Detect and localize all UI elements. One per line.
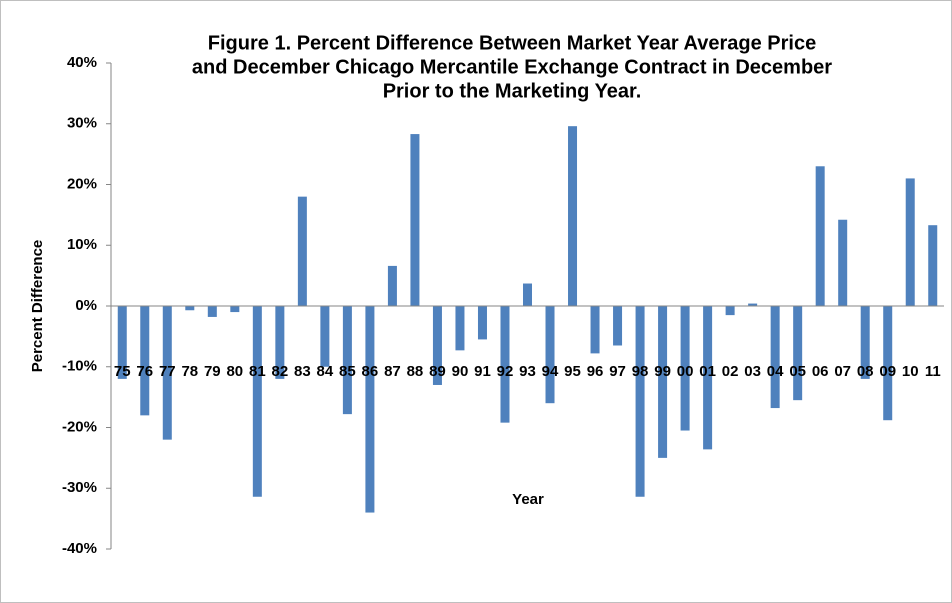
x-tick-label: 85 xyxy=(339,363,356,380)
y-tick-label: -10% xyxy=(62,358,97,375)
x-tick-label: 91 xyxy=(474,363,491,380)
bar xyxy=(635,306,645,497)
x-tick-label: 79 xyxy=(204,363,221,380)
bar xyxy=(725,306,735,316)
y-tick-label: 30% xyxy=(67,115,97,132)
x-tick-label: 05 xyxy=(789,363,806,380)
bar xyxy=(545,306,555,404)
x-tick-label: 96 xyxy=(587,363,604,380)
bar xyxy=(365,306,375,513)
y-tick-label: 20% xyxy=(67,175,97,192)
x-tick-label: 01 xyxy=(699,363,716,380)
bar xyxy=(658,306,668,458)
bar xyxy=(117,306,127,379)
bar xyxy=(838,219,848,306)
x-tick-label: 78 xyxy=(181,363,198,380)
x-tick-label: 80 xyxy=(226,363,243,380)
bar xyxy=(883,306,893,421)
x-tick-label: 81 xyxy=(249,363,266,380)
bar xyxy=(703,306,713,450)
bar xyxy=(928,225,938,306)
chart-title: Figure 1. Percent Difference Between Mar… xyxy=(208,32,816,54)
x-tick-label: 09 xyxy=(879,363,896,380)
bar xyxy=(613,306,623,346)
x-tick-label: 97 xyxy=(609,363,626,380)
bar xyxy=(230,306,240,313)
x-tick-label: 94 xyxy=(542,363,559,380)
bar xyxy=(185,306,195,311)
x-tick-label: 04 xyxy=(767,363,784,380)
bar xyxy=(477,306,487,340)
x-tick-label: 76 xyxy=(136,363,153,380)
x-tick-label: 93 xyxy=(519,363,536,380)
x-tick-label: 92 xyxy=(497,363,514,380)
y-tick-label: -40% xyxy=(62,540,97,557)
bar xyxy=(275,306,285,379)
x-tick-label: 02 xyxy=(722,363,739,380)
x-tick-label: 88 xyxy=(407,363,424,380)
x-tick-label: 86 xyxy=(362,363,379,380)
bar xyxy=(432,306,442,385)
bar xyxy=(770,306,780,409)
x-tick-label: 89 xyxy=(429,363,446,380)
x-tick-label: 07 xyxy=(834,363,851,380)
x-axis-title: Year xyxy=(512,491,544,508)
bar xyxy=(455,306,465,351)
x-tick-label: 95 xyxy=(564,363,581,380)
y-tick-label: -30% xyxy=(62,479,97,496)
x-tick-label: 03 xyxy=(744,363,761,380)
bar xyxy=(680,306,690,431)
bar xyxy=(387,265,397,306)
bar xyxy=(815,166,825,306)
x-tick-label: 99 xyxy=(654,363,671,380)
bar xyxy=(500,306,510,423)
x-tick-label: 00 xyxy=(677,363,694,380)
bar xyxy=(252,306,262,497)
bar xyxy=(860,306,870,379)
x-tick-label: 98 xyxy=(632,363,649,380)
y-tick-label: 40% xyxy=(67,54,97,71)
x-tick-label: 90 xyxy=(452,363,469,380)
bar xyxy=(162,306,172,440)
x-tick-label: 08 xyxy=(857,363,874,380)
x-tick-label: 84 xyxy=(317,363,334,380)
bar xyxy=(568,126,578,307)
bar xyxy=(342,306,352,415)
bar xyxy=(905,178,915,306)
bar xyxy=(522,283,533,306)
x-tick-label: 82 xyxy=(272,363,289,380)
bar xyxy=(207,306,217,317)
y-tick-label: -20% xyxy=(62,418,97,435)
bar xyxy=(793,306,803,401)
bar xyxy=(320,306,330,367)
bar xyxy=(748,303,758,306)
y-tick-label: 0% xyxy=(75,297,97,314)
chart-title: and December Chicago Mercantile Exchange… xyxy=(192,56,832,78)
x-tick-label: 11 xyxy=(925,363,941,380)
x-tick-label: 87 xyxy=(384,363,401,380)
x-tick-label: 83 xyxy=(294,363,311,380)
x-tick-label: 77 xyxy=(159,363,176,380)
bar xyxy=(590,306,600,354)
x-tick-label: 75 xyxy=(114,363,131,380)
bar xyxy=(140,306,150,416)
chart-title: Prior to the Marketing Year. xyxy=(383,80,642,102)
x-tick-label: 06 xyxy=(812,363,829,380)
y-axis-title: Percent Difference xyxy=(29,240,46,373)
y-tick-label: 10% xyxy=(67,236,97,253)
x-tick-label: 10 xyxy=(902,363,919,380)
bar xyxy=(297,196,307,306)
bar xyxy=(410,134,420,306)
